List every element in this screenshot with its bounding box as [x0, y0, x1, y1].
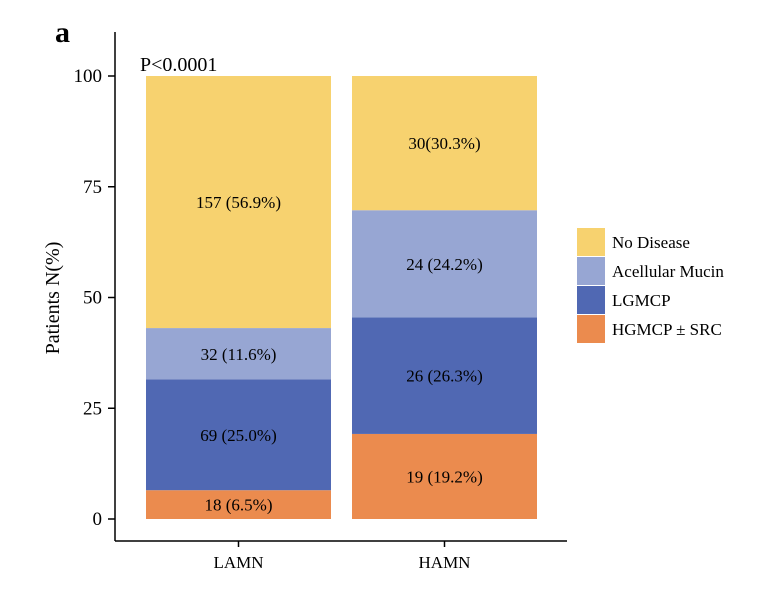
data-label: 18 (6.5%)	[205, 496, 273, 515]
legend-swatch	[577, 286, 605, 314]
data-label: 69 (25.0%)	[200, 426, 276, 445]
legend-swatch	[577, 228, 605, 256]
data-label: 157 (56.9%)	[196, 193, 281, 212]
panel-label: a	[55, 16, 70, 49]
legend-label: HGMCP ± SRC	[612, 320, 722, 339]
bar-segment-lamn-3	[146, 76, 331, 329]
bar-segment-hamn-0	[352, 433, 537, 519]
p-value-annotation: P<0.0001	[140, 54, 217, 76]
y-tick-label: 100	[74, 66, 103, 87]
bar-segment-lamn-0	[146, 490, 331, 519]
x-tick-label: HAMN	[419, 553, 471, 572]
legend-label: No Disease	[612, 233, 690, 252]
x-tick-label: LAMN	[213, 553, 263, 572]
bar-segment-hamn-3	[352, 76, 537, 211]
data-label: 26 (26.3%)	[406, 367, 482, 386]
bars-group: 18 (6.5%) 69 (25.0%) 32 (11.6%) 157 (56.9%)…	[146, 76, 537, 519]
bar-segment-lamn-2	[146, 328, 331, 380]
legend-label: Acellular Mucin	[612, 262, 724, 281]
bar-segment-lamn-1	[146, 379, 331, 491]
y-tick-label: 50	[83, 288, 102, 309]
legend-label: LGMCP	[612, 291, 671, 310]
bar-segment-hamn-2	[352, 210, 537, 318]
data-label: 24 (24.2%)	[406, 255, 482, 274]
y-tick-label: 0	[93, 509, 103, 530]
legend-swatch	[577, 315, 605, 343]
bar-segment-hamn-1	[352, 317, 537, 434]
y-ticks-group: 0 25 50 75 100	[74, 66, 115, 530]
data-label: 19 (19.2%)	[406, 467, 482, 486]
data-label: 30(30.3%)	[408, 134, 480, 153]
y-tick-label: 25	[83, 398, 102, 419]
y-axis-label: Patients N(%)	[42, 242, 64, 355]
legend: No Disease Acellular Mucin LGMCP HGMCP ± SR…	[577, 228, 724, 343]
legend-swatch	[577, 257, 605, 285]
y-tick-label: 75	[83, 177, 102, 198]
data-label: 32 (11.6%)	[201, 345, 277, 364]
x-ticks-group: LAMN HAMN	[213, 541, 470, 572]
